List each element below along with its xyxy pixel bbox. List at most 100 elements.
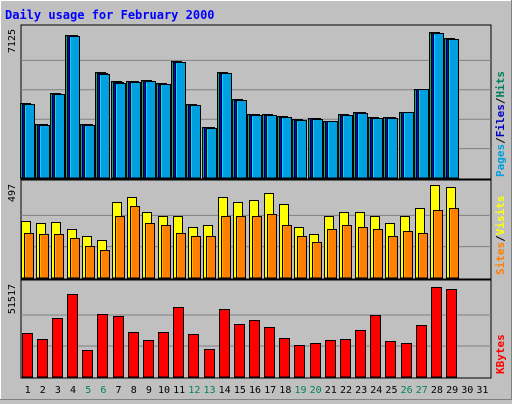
bar-pages-day-17 [266, 115, 277, 179]
x-tick-day-24: 24 [370, 385, 382, 396]
x-tick-day-4: 4 [70, 385, 76, 396]
bar-pages-day-21 [327, 121, 338, 179]
bar-pages-day-5 [84, 125, 95, 179]
x-tick-day-7: 7 [116, 385, 122, 396]
bar-pages-day-20 [312, 119, 323, 179]
x-tick-day-30: 30 [461, 385, 473, 396]
bar-kbytes-day-6 [97, 314, 108, 378]
bar-sites-day-1 [24, 233, 34, 279]
bar-kbytes-day-21 [325, 340, 336, 378]
x-tick-day-19: 19 [294, 385, 306, 396]
bar-pages-day-23 [357, 113, 368, 179]
bar-kbytes-day-12 [188, 334, 199, 378]
bar-kbytes-day-1 [22, 333, 33, 378]
bar-sites-day-28 [433, 210, 443, 279]
x-tick-day-31: 31 [476, 385, 488, 396]
bar-sites-day-16 [252, 216, 262, 279]
bar-sites-day-10 [161, 225, 171, 279]
bar-sites-day-11 [176, 233, 186, 279]
bar-sites-day-5 [85, 246, 95, 279]
bar-pages-day-6 [99, 74, 110, 179]
bar-kbytes-day-26 [401, 343, 412, 378]
bar-sites-day-29 [449, 208, 459, 279]
bar-pages-day-4 [69, 36, 80, 179]
bar-kbytes-day-4 [67, 294, 78, 378]
bar-kbytes-day-20 [310, 343, 321, 378]
x-tick-day-14: 14 [219, 385, 231, 396]
series-pages [24, 33, 459, 179]
bar-kbytes-day-27 [416, 325, 427, 378]
legend-text: Pages/Files/Hits [494, 71, 507, 177]
legend-separator: / [494, 97, 507, 104]
bar-sites-day-25 [388, 236, 398, 279]
bar-sites-day-12 [191, 236, 201, 279]
x-tick-day-5: 5 [85, 385, 91, 396]
bar-pages-day-28 [433, 33, 444, 179]
legend-pages: Pages [494, 144, 507, 177]
bar-pages-day-8 [130, 82, 141, 179]
x-tick-day-6: 6 [100, 385, 106, 396]
bar-sites-day-26 [403, 231, 413, 279]
bar-pages-day-18 [281, 117, 292, 179]
bar-kbytes-day-10 [158, 332, 169, 378]
bar-sites-day-18 [282, 225, 292, 279]
bar-pages-day-2 [39, 125, 50, 179]
bar-pages-day-24 [372, 118, 383, 179]
bar-sites-day-6 [100, 250, 110, 279]
bar-sites-day-2 [39, 234, 49, 279]
x-tick-day-1: 1 [25, 385, 31, 396]
bar-kbytes-day-13 [204, 349, 215, 378]
bar-pages-day-13 [206, 128, 217, 179]
bar-kbytes-day-29 [446, 289, 457, 378]
bar-sites-day-4 [70, 238, 80, 279]
x-tick-day-28: 28 [431, 385, 443, 396]
bar-kbytes-day-23 [355, 330, 366, 378]
panel-top-legend: Pages/Files/Hits [494, 71, 507, 177]
bar-kbytes-day-28 [431, 287, 442, 378]
x-tick-day-22: 22 [340, 385, 352, 396]
legend-text: Sites/Visits [494, 196, 507, 276]
bar-sites-day-27 [418, 233, 428, 279]
bar-pages-day-29 [448, 39, 459, 179]
bar-kbytes-day-15 [234, 324, 245, 378]
series-kbytes [22, 287, 457, 378]
bar-kbytes-day-19 [294, 345, 305, 378]
bar-sites-day-20 [312, 242, 322, 279]
x-tick-day-27: 27 [416, 385, 428, 396]
x-tick-day-29: 29 [446, 385, 458, 396]
bar-pages-day-14 [221, 73, 232, 179]
x-tick-day-26: 26 [401, 385, 413, 396]
bar-pages-day-26 [403, 112, 414, 179]
x-tick-day-9: 9 [146, 385, 152, 396]
bar-kbytes-day-9 [143, 340, 154, 378]
legend-visits: Visits [494, 196, 507, 236]
bar-sites-day-23 [358, 227, 368, 279]
bar-pages-day-12 [190, 105, 201, 179]
x-tick-day-20: 20 [310, 385, 322, 396]
x-tick-day-3: 3 [55, 385, 61, 396]
bar-sites-day-19 [297, 236, 307, 279]
x-tick-day-21: 21 [325, 385, 337, 396]
series-sites [24, 206, 459, 279]
x-tick-day-2: 2 [40, 385, 46, 396]
bar-pages-day-7 [115, 83, 126, 179]
x-tick-day-10: 10 [158, 385, 170, 396]
bar-pages-day-11 [175, 62, 186, 179]
bar-pages-day-1 [24, 104, 35, 179]
panel-bottom: 51517 KBytes [7, 279, 507, 379]
bar-kbytes-day-18 [279, 338, 290, 378]
x-tick-day-8: 8 [131, 385, 137, 396]
x-tick-day-18: 18 [279, 385, 291, 396]
x-tick-day-16: 16 [249, 385, 261, 396]
bar-kbytes-day-2 [37, 339, 48, 378]
legend-text: KBytes [494, 334, 507, 374]
bar-kbytes-day-8 [128, 332, 139, 378]
x-tick-day-25: 25 [385, 385, 397, 396]
bar-sites-day-8 [130, 206, 140, 279]
legend-files: Files [494, 104, 507, 137]
bar-kbytes-day-5 [82, 350, 93, 378]
bar-sites-day-3 [54, 234, 64, 279]
